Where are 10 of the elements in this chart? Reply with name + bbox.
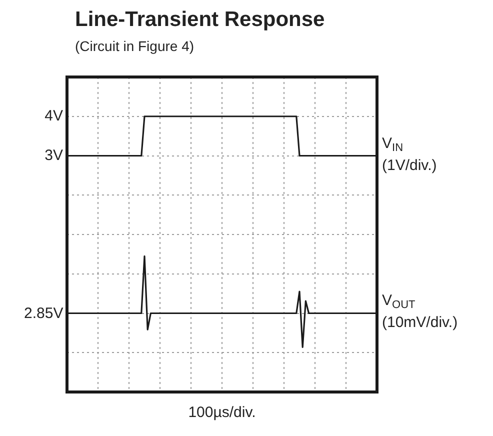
y-tick-label: 3V bbox=[44, 146, 63, 164]
y-tick-label: 4V bbox=[44, 108, 63, 125]
text: (1V/div.) bbox=[382, 156, 437, 174]
text: (10mV/div.) bbox=[382, 314, 458, 332]
chart-subtitle: (Circuit in Figure 4) bbox=[75, 38, 194, 54]
series-label: V$_{OUT}$ bbox=[382, 292, 416, 312]
text: 2.85V bbox=[24, 304, 64, 322]
series-label: V$_{IN}$ bbox=[382, 134, 404, 154]
x-axis-title: 100µs/div. bbox=[188, 404, 256, 422]
chart-title: Line-Transient Response bbox=[75, 8, 325, 32]
